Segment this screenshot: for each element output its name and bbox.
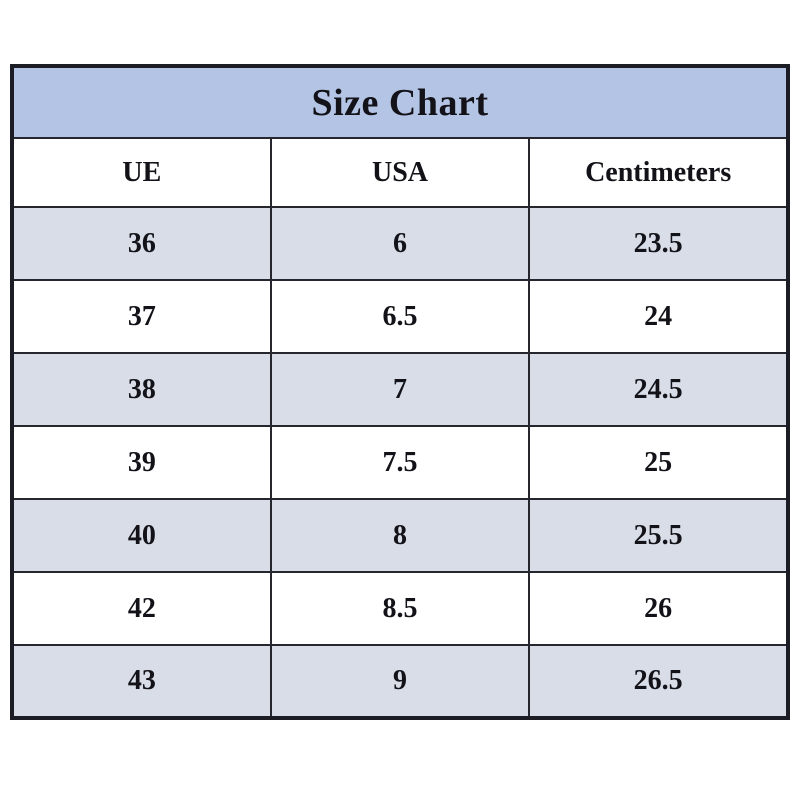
table-cell: 24.5 — [528, 352, 789, 427]
table-cell: 39 — [11, 425, 272, 500]
table-row: 36 6 23.5 — [11, 206, 789, 281]
table-row: 38 7 24.5 — [11, 352, 789, 427]
header-row: UE USA Centimeters — [11, 137, 789, 208]
size-chart-table: Size Chart UE USA Centimeters 36 6 23.5 37 6… — [10, 64, 790, 720]
table-cell: 6 — [269, 206, 531, 281]
table-row: 43 9 26.5 — [11, 644, 789, 719]
column-header-ue: UE — [11, 137, 272, 208]
table-cell: 9 — [269, 644, 531, 719]
table-body: 36 6 23.5 37 6.5 24 38 7 24.5 39 7.5 25 40 8 25.5 42 8.5… — [11, 206, 789, 719]
table-cell: 26.5 — [528, 644, 789, 719]
table-cell: 36 — [11, 206, 272, 281]
table-title: Size Chart — [11, 65, 789, 139]
table-row: 42 8.5 26 — [11, 571, 789, 646]
table-cell: 6.5 — [269, 279, 531, 354]
table-cell: 24 — [528, 279, 789, 354]
title-row: Size Chart — [11, 65, 789, 139]
table-cell: 7 — [269, 352, 531, 427]
table-cell: 7.5 — [269, 425, 531, 500]
table-cell: 40 — [11, 498, 272, 573]
table-row: 39 7.5 25 — [11, 425, 789, 500]
table-row: 37 6.5 24 — [11, 279, 789, 354]
table-cell: 26 — [528, 571, 789, 646]
table-cell: 42 — [11, 571, 272, 646]
table-cell: 37 — [11, 279, 272, 354]
table-cell: 43 — [11, 644, 272, 719]
table-cell: 25 — [528, 425, 789, 500]
table-cell: 25.5 — [528, 498, 789, 573]
column-header-usa: USA — [269, 137, 531, 208]
table-row: 40 8 25.5 — [11, 498, 789, 573]
column-header-centimeters: Centimeters — [528, 137, 789, 208]
size-chart-table-container: Size Chart UE USA Centimeters 36 6 23.5 37 6… — [10, 64, 790, 720]
table-cell: 8 — [269, 498, 531, 573]
table-cell: 38 — [11, 352, 272, 427]
table-cell: 23.5 — [528, 206, 789, 281]
table-cell: 8.5 — [269, 571, 531, 646]
